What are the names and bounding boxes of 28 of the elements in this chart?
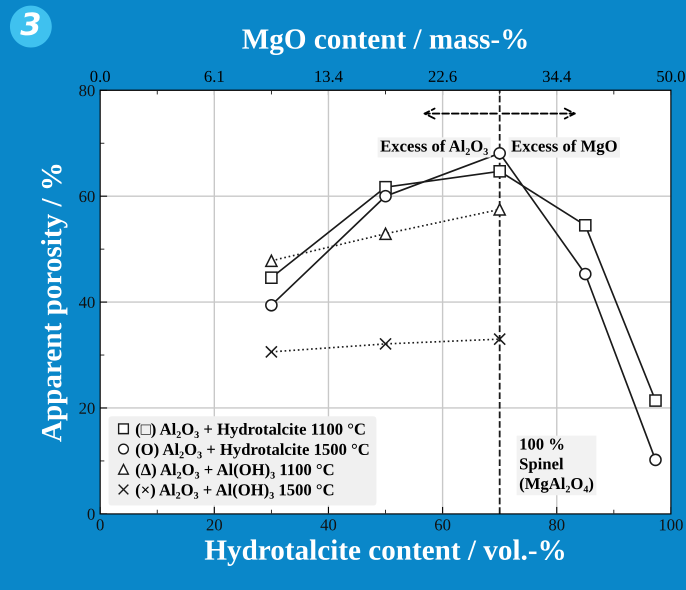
x-tick-label: 80 [549,519,564,530]
x-tick-label: 0 [96,519,104,530]
x-axis-title: Hydrotalcite content / vol.-% [204,539,564,566]
annotation: Excess of Al₂O₃ [380,140,488,155]
legend-label: (×) Al₂O₃ + Al(OH)₃ 1500 °C [136,484,334,499]
y-axis-title: Apparent porosity / % [40,164,68,442]
text: 6.1 [204,70,224,82]
y-tick-label: 40 [78,296,95,308]
text: 13.4 [315,70,343,82]
text: 0.0 [90,70,110,82]
legend-label: (O) Al₂O₃ + Hydrotalcite 1500 °C [136,443,369,458]
y-tick-label: 60 [79,190,95,202]
chart-title: MgO content / mass-% [242,29,527,56]
annotation: Excess of MgO [511,140,617,156]
x-tick-label: 100 [660,519,683,530]
text: 22.6 [428,70,457,82]
text: 3 [20,12,40,36]
y-tick-label: 80 [79,84,95,96]
x-tick-label: 60 [434,519,450,530]
text: 50.0 [657,70,685,82]
y-tick-label: 0 [88,508,95,520]
y-tick-label: 20 [79,402,95,414]
ref-line-label: 100 % Spinel (MgAl₂O₄) [520,438,594,493]
x-tick-label: 20 [206,519,222,530]
legend-label: (□) Al₂O₃ + Hydrotalcite 1100 °C [136,423,365,438]
legend-label: (Δ) Al₂O₃ + Al(OH)₃ 1100 °C [136,464,334,479]
text: 34.4 [542,70,572,82]
x-tick-label: 40 [320,519,336,530]
